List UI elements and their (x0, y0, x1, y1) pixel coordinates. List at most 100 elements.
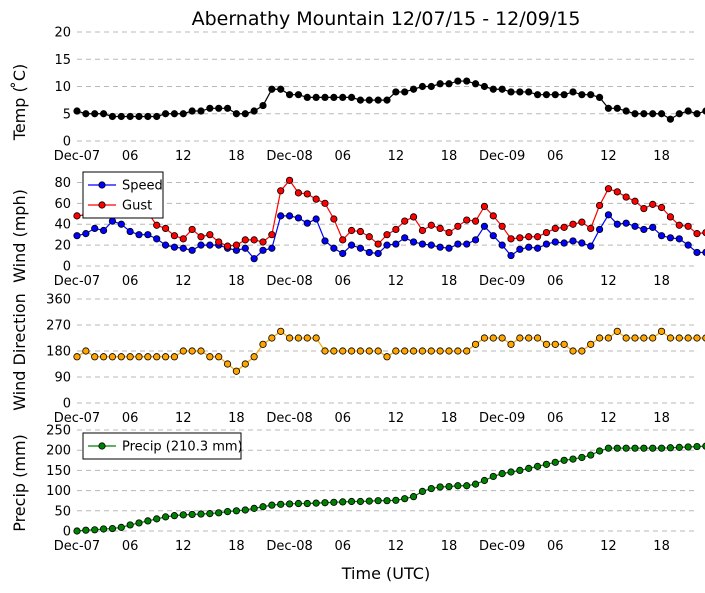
data-point (197, 241, 205, 249)
data-point (595, 447, 604, 455)
data-point (516, 245, 524, 253)
y-tick-label: 90 (54, 371, 71, 386)
data-point (206, 231, 214, 239)
legend-entry: Speed (122, 179, 163, 194)
data-point (409, 347, 418, 355)
data-point (277, 327, 285, 335)
data-point (702, 107, 705, 115)
data-point (471, 217, 480, 225)
data-point (463, 347, 471, 355)
data-point (702, 442, 705, 450)
data-point (604, 185, 613, 193)
data-point (161, 110, 170, 118)
data-point (294, 499, 303, 508)
data-point (560, 223, 568, 231)
data-point (560, 91, 568, 99)
data-point (206, 510, 214, 518)
data-point (259, 246, 267, 254)
legend-box (82, 171, 164, 219)
data-point (657, 110, 666, 118)
data-point (303, 219, 311, 227)
data-point (188, 347, 196, 355)
data-point (330, 347, 338, 355)
x-tick-label: 12 (175, 149, 192, 164)
data-point (330, 93, 338, 102)
data-point (649, 200, 657, 208)
data-point (232, 110, 241, 118)
data-point (401, 217, 409, 225)
y-tick-label: 80 (54, 176, 71, 191)
x-tick-label: 06 (547, 149, 564, 164)
data-point (631, 444, 639, 452)
data-point (73, 527, 81, 535)
chart-title: Abernathy Mountain 12/07/15 - 12/09/15 (192, 8, 581, 30)
data-point (640, 225, 648, 234)
x-tick-label: 12 (175, 411, 192, 426)
data-point (215, 509, 223, 517)
data-point (197, 510, 205, 518)
data-point (321, 199, 329, 207)
data-point (578, 239, 586, 247)
data-point (99, 353, 108, 361)
data-point (454, 240, 462, 248)
data-point (99, 226, 108, 235)
data-point (436, 483, 444, 491)
data-point (73, 232, 81, 240)
x-tick-label: 12 (600, 274, 617, 289)
x-tick-label: 12 (388, 149, 405, 164)
data-point (188, 510, 196, 519)
data-point (392, 240, 400, 248)
data-point (285, 334, 294, 342)
data-point (250, 236, 258, 244)
data-point (268, 231, 276, 239)
data-point (277, 212, 285, 220)
data-point (250, 255, 258, 263)
data-point (666, 234, 675, 242)
data-point (383, 497, 391, 505)
data-point (401, 347, 409, 355)
data-point (507, 468, 515, 476)
data-point (649, 334, 657, 342)
data-point (587, 451, 595, 459)
data-point (321, 499, 329, 507)
x-tick-label: 06 (122, 539, 139, 554)
data-point (392, 496, 400, 504)
data-point (170, 232, 179, 240)
data-point (91, 526, 99, 534)
x-tick-label: 06 (547, 539, 564, 554)
data-point (409, 85, 418, 93)
x-tick-label: 12 (600, 149, 617, 164)
y-axis-label: Wind (mph) (10, 189, 29, 283)
x-tick-label: 12 (388, 274, 405, 289)
data-point (454, 222, 462, 230)
x-tick-label: 12 (175, 539, 192, 554)
data-point (126, 112, 134, 121)
data-point (436, 243, 444, 251)
data-point (604, 334, 613, 342)
data-point (657, 203, 666, 212)
data-point (339, 498, 347, 506)
data-point (471, 236, 480, 244)
data-point (321, 93, 329, 102)
data-point (631, 222, 639, 230)
data-point (383, 353, 391, 361)
data-point (126, 227, 134, 236)
data-point (153, 353, 161, 361)
data-point (445, 482, 453, 491)
data-point (613, 327, 621, 335)
data-point (285, 91, 294, 99)
y-tick-label: 20 (54, 239, 71, 254)
data-point (179, 244, 187, 252)
y-tick-label: 0 (63, 260, 71, 275)
data-point (144, 353, 152, 361)
data-point (525, 88, 533, 96)
data-point (640, 204, 648, 213)
data-point (418, 226, 427, 235)
data-point (542, 460, 551, 468)
data-point (170, 243, 179, 251)
data-point (108, 353, 117, 361)
x-tick-label: 12 (600, 539, 617, 554)
y-tick-label: 60 (54, 197, 71, 212)
data-point (640, 110, 648, 118)
